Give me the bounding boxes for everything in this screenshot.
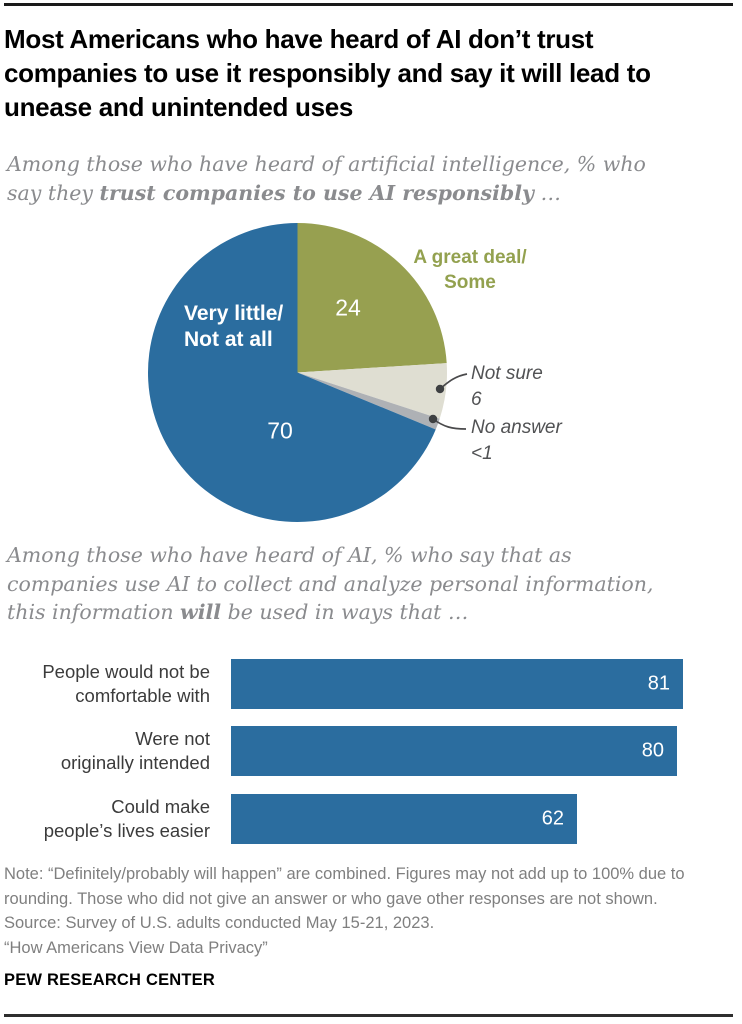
pie-chart: A great deal/ Some Very little/ Not at a… (0, 215, 742, 535)
bar-label-intended-line2: originally intended (60, 752, 210, 773)
pie-value-great-deal-some: 24 (335, 294, 361, 321)
bar-row-comfortable: People would not be comfortable with 81 (0, 659, 742, 709)
bar-fill-easier: 62 (231, 794, 577, 844)
pie-value-no-answer: <1 (471, 443, 493, 464)
pie-callout-no-answer: No answer <1 (471, 415, 562, 467)
pie-callout-very-little-line1: Very little/ (184, 302, 284, 325)
bar-row-intended: Were not originally intended 80 (0, 726, 742, 776)
pie-slice-no-answer (297, 372, 440, 430)
bar-track-easier: 62 (231, 794, 577, 844)
pie-leader-lines (428, 373, 468, 430)
bar-label-easier: Could make people’s lives easier (0, 794, 210, 844)
bar-row-easier: Could make people’s lives easier 62 (0, 794, 742, 844)
bar-value-comfortable: 81 (647, 672, 670, 695)
bar-label-intended-line1: Were not (135, 728, 210, 749)
note-text: Note: “Definitely/probably will happen” … (4, 865, 685, 908)
source-text: Source: Survey of U.S. adults conducted … (4, 914, 435, 932)
pie-callout-great-deal-line1: A great deal/ (413, 247, 527, 268)
pie-subtitle-post: … (533, 180, 561, 205)
pie-callout-great-deal-some: A great deal/ Some (385, 245, 555, 295)
pie-callout-great-deal-line2: Some (444, 272, 496, 293)
bar-subtitle-bold: will (180, 600, 222, 624)
pie-callout-very-little: Very little/ Not at all (184, 301, 283, 353)
pie-subtitle: Among those who have heard of artificial… (7, 150, 669, 207)
pie-callout-not-sure: Not sure 6 (471, 361, 543, 413)
bar-subtitle: Among those who have heard of AI, % who … (7, 541, 669, 627)
bar-label-comfortable: People would not be comfortable with (0, 659, 210, 709)
pie-callout-not-sure-label: Not sure (471, 363, 543, 384)
report-title-text: “How Americans View Data Privacy” (4, 938, 268, 957)
pie-slice-very-little-not-at-all (148, 223, 436, 522)
pie-value-very-little: 70 (267, 417, 293, 444)
bar-label-easier-line2: people’s lives easier (43, 820, 210, 841)
pie-subtitle-bold: trust companies to use AI responsibly (99, 180, 534, 205)
bar-fill-comfortable: 81 (231, 659, 683, 709)
bar-label-comfortable-line1: People would not be (42, 661, 210, 682)
page-title: Most Americans who have heard of AI don’… (4, 24, 651, 122)
pie-value-not-sure: 6 (471, 389, 482, 410)
pie-callout-very-little-line2: Not at all (184, 328, 273, 351)
bottom-rule (4, 1014, 733, 1017)
pie-callout-no-answer-label: No answer (471, 417, 562, 438)
pie-slice-a-great-deal-some (297, 223, 447, 373)
pie-subtitle-pre: Among those who have heard of artificial… (7, 152, 646, 205)
bar-value-intended: 80 (641, 739, 664, 762)
pew-research-center-brand: PEW RESEARCH CENTER (4, 971, 215, 989)
no-answer-leader-dot (428, 414, 438, 424)
bar-label-easier-line1: Could make (111, 796, 210, 817)
bar-track-comfortable: 81 (231, 659, 683, 709)
bar-subtitle-post: be used in ways that … (221, 600, 469, 624)
chart-notes: Note: “Definitely/probably will happen” … (4, 862, 714, 960)
bar-chart: People would not be comfortable with 81 … (0, 655, 742, 851)
bar-fill-intended: 80 (231, 726, 677, 776)
not-sure-leader-dot (435, 384, 445, 394)
pie-slice-not-sure (297, 363, 447, 419)
pie-chart-svg (148, 223, 468, 522)
bar-label-intended: Were not originally intended (0, 726, 210, 776)
bar-label-comfortable-line2: comfortable with (75, 685, 210, 706)
bar-subtitle-pre: Among those who have heard of AI, % who … (7, 543, 654, 624)
bar-value-easier: 62 (541, 807, 564, 830)
top-rule (4, 3, 733, 6)
bar-track-intended: 80 (231, 726, 677, 776)
